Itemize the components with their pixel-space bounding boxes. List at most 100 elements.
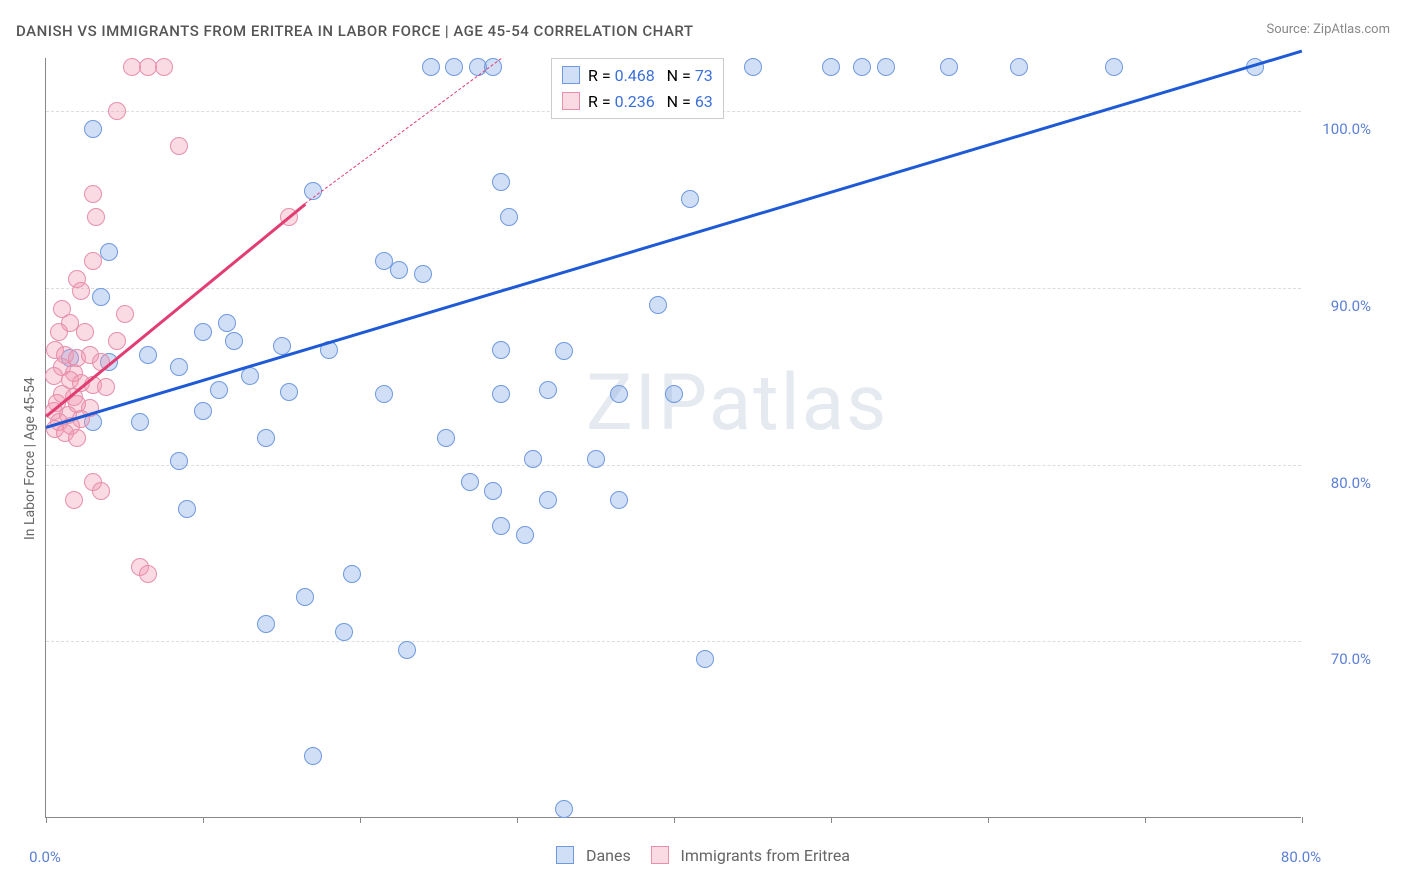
data-point [178,500,196,518]
data-point [587,450,605,468]
data-point [681,190,699,208]
data-point [100,243,118,261]
data-point [296,588,314,606]
data-point [241,367,259,385]
x-tick [988,817,989,823]
data-point [210,381,228,399]
data-point [84,252,102,270]
legend-label-danes: Danes [586,846,631,865]
data-point [744,58,762,76]
data-point [194,402,212,420]
data-point [539,381,557,399]
data-point [492,341,510,359]
data-point [445,58,463,76]
data-point [940,58,958,76]
data-point [422,58,440,76]
data-point [335,623,353,641]
data-point [116,305,134,323]
data-point [92,288,110,306]
data-point [539,491,557,509]
data-point [649,296,667,314]
source-name: ZipAtlas.com [1313,22,1390,37]
x-tick [46,817,47,823]
data-point [437,429,455,447]
data-point [610,385,628,403]
data-point [170,137,188,155]
data-point [500,208,518,226]
y-tick-label: 70.0% [1331,650,1371,668]
y-tick-label: 80.0% [1331,474,1371,492]
data-point [343,565,361,583]
legend-swatch-danes [556,846,574,864]
data-point [414,265,432,283]
data-point [853,58,871,76]
data-point [97,378,115,396]
data-point [218,314,236,332]
data-point [516,526,534,544]
x-tick [1302,817,1303,823]
data-point [68,429,86,447]
data-point [398,641,416,659]
legend-label-eritrea: Immigrants from Eritrea [681,846,850,865]
watermark: ZIPatlas [586,358,888,449]
data-point [665,385,683,403]
trend-line [45,203,306,417]
chart-title: DANISH VS IMMIGRANTS FROM ERITREA IN LAB… [16,22,693,40]
data-point [225,332,243,350]
data-point [1105,58,1123,76]
x-tick [831,817,832,823]
data-point [280,383,298,401]
data-point [492,173,510,191]
data-point [76,323,94,341]
data-point [492,385,510,403]
data-point [170,452,188,470]
data-point [524,450,542,468]
data-point [1010,58,1028,76]
legend-stats-row: R = 0.468 N = 73 [562,63,713,89]
data-point [696,650,714,668]
trend-line-extrapolated [305,58,502,204]
x-tick [203,817,204,823]
x-tick-label: 80.0% [1281,848,1321,866]
data-point [139,565,157,583]
data-point [92,482,110,500]
data-point [108,102,126,120]
chart-plot-area: ZIPatlas 70.0%80.0%90.0%100.0%R = 0.468 … [45,58,1301,818]
data-point [87,208,105,226]
data-point [304,747,322,765]
data-point [65,491,83,509]
y-axis-label: In Labor Force | Age 45-54 [22,377,38,540]
legend-bottom: Danes Immigrants from Eritrea [0,846,1406,865]
data-point [555,342,573,360]
x-tick [517,817,518,823]
data-point [108,332,126,350]
legend-swatch-eritrea [651,846,669,864]
data-point [555,800,573,818]
data-point [139,346,157,364]
x-tick [360,817,361,823]
y-tick-label: 90.0% [1331,297,1371,315]
data-point [194,323,212,341]
source-label: Source: ZipAtlas.com [1266,22,1390,37]
y-tick-label: 100.0% [1322,120,1371,138]
gridline [46,465,1301,466]
data-point [257,615,275,633]
data-point [84,185,102,203]
gridline [46,288,1301,289]
data-point [84,120,102,138]
legend-stats-row: R = 0.236 N = 63 [562,89,713,115]
data-point [72,282,90,300]
legend-stats: R = 0.468 N = 73R = 0.236 N = 63 [551,58,724,119]
gridline [46,641,1301,642]
data-point [461,473,479,491]
data-point [131,413,149,431]
data-point [610,491,628,509]
x-tick [1145,817,1146,823]
x-tick [674,817,675,823]
data-point [390,261,408,279]
data-point [257,429,275,447]
data-point [170,358,188,376]
data-point [375,385,393,403]
data-point [155,58,173,76]
data-point [492,517,510,535]
